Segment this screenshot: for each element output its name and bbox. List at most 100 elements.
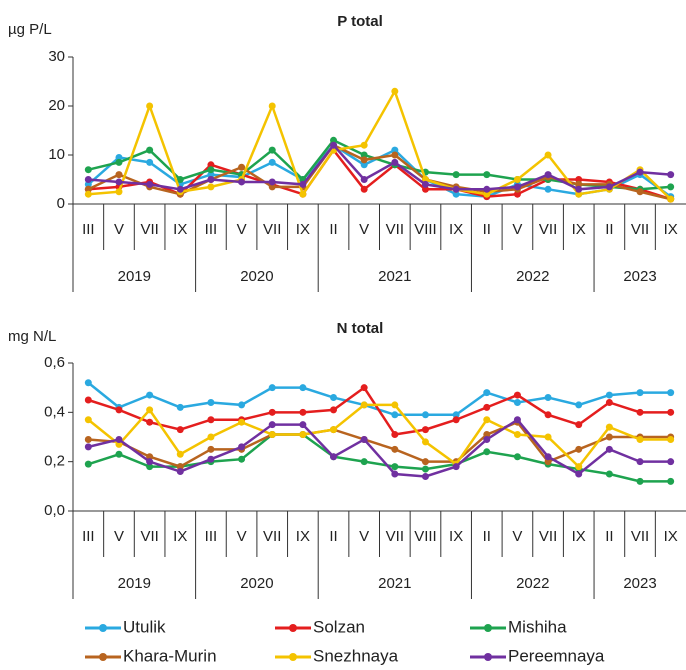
x-tick-label: V [512, 221, 522, 238]
data-point [636, 458, 644, 466]
data-point [391, 463, 399, 471]
data-point [207, 416, 215, 424]
data-point [391, 158, 399, 166]
data-point [483, 448, 491, 456]
legend-marker [99, 624, 107, 632]
data-point [667, 458, 675, 466]
data-point [421, 438, 429, 446]
x-tick-label: VII [263, 221, 281, 238]
data-point [146, 458, 154, 466]
group-label: 2019 [118, 268, 151, 285]
data-point [421, 472, 429, 480]
data-point [452, 190, 460, 198]
data-point [207, 161, 215, 169]
group-label: 2020 [240, 268, 273, 285]
x-tick-label: VIII [414, 528, 437, 545]
data-point [299, 431, 307, 439]
data-point [115, 440, 123, 448]
group-label: 2020 [240, 575, 273, 592]
data-point [575, 180, 583, 188]
y-axis-label: mg N/L [8, 328, 56, 345]
data-point [146, 453, 154, 461]
data-point [605, 445, 613, 453]
data-point [268, 431, 276, 439]
data-point [146, 146, 154, 154]
data-point [452, 171, 460, 179]
data-point [421, 465, 429, 473]
data-point [115, 406, 123, 414]
data-point [84, 176, 92, 183]
series-line [87, 385, 671, 436]
data-point [115, 188, 123, 196]
data-point [391, 146, 399, 154]
x-tick-label: II [329, 221, 337, 238]
data-point [421, 426, 429, 434]
x-tick-label: VII [631, 528, 649, 545]
data-point [207, 171, 215, 179]
group-label: 2023 [623, 268, 656, 285]
legend-label: Utulik [123, 617, 166, 636]
x-tick-label: IX [173, 528, 187, 545]
x-tick-label: VII [386, 221, 404, 238]
x-tick-label: IX [449, 221, 463, 238]
data-point [636, 188, 644, 196]
data-point [483, 185, 491, 193]
series-line [87, 433, 671, 483]
legend-marker [289, 653, 297, 661]
data-point [575, 190, 583, 198]
group-label: 2021 [378, 575, 411, 592]
data-point [330, 141, 338, 149]
x-tick-label: VII [539, 221, 557, 238]
x-tick-label: VIII [414, 221, 437, 238]
x-tick-label: II [605, 528, 613, 545]
data-point [238, 401, 246, 409]
data-point [176, 185, 184, 193]
data-point [667, 435, 675, 443]
x-tick-label: VII [263, 528, 281, 545]
x-tick-label: IX [449, 528, 463, 545]
data-point [483, 190, 491, 198]
x-tick-label: II [483, 528, 491, 545]
data-point [146, 391, 154, 399]
data-point [84, 166, 92, 174]
data-point [483, 389, 491, 397]
data-point [391, 445, 399, 453]
data-point [268, 183, 276, 191]
data-point [268, 158, 276, 166]
data-point [176, 176, 184, 183]
data-point [360, 161, 368, 169]
data-point [207, 433, 215, 441]
data-point [667, 477, 675, 485]
data-point [115, 153, 123, 161]
y-tick-label: 0 [57, 195, 65, 212]
data-point [513, 183, 521, 191]
data-point [544, 433, 552, 441]
data-point [421, 180, 429, 188]
legend-label: Khara-Murin [123, 646, 217, 665]
x-tick-label: IX [572, 528, 586, 545]
x-tick-label: VII [539, 528, 557, 545]
data-point [391, 431, 399, 439]
data-point [115, 435, 123, 443]
data-point [268, 421, 276, 429]
data-point [238, 455, 246, 463]
data-point [330, 136, 338, 144]
x-tick-label: IX [296, 528, 310, 545]
data-point [84, 443, 92, 451]
data-point [605, 391, 613, 399]
data-point [84, 190, 92, 198]
x-tick-label: IX [664, 528, 678, 545]
data-point [84, 396, 92, 404]
y-tick-label: 0,2 [44, 453, 65, 470]
data-point [207, 398, 215, 406]
data-point [299, 190, 307, 198]
data-point [360, 176, 368, 183]
y-tick-label: 0,6 [44, 354, 65, 371]
data-point [391, 411, 399, 419]
data-point [483, 431, 491, 439]
data-point [360, 156, 368, 164]
series-line [88, 147, 672, 201]
x-tick-label: III [205, 221, 218, 238]
data-point [575, 470, 583, 478]
data-point [330, 406, 338, 414]
